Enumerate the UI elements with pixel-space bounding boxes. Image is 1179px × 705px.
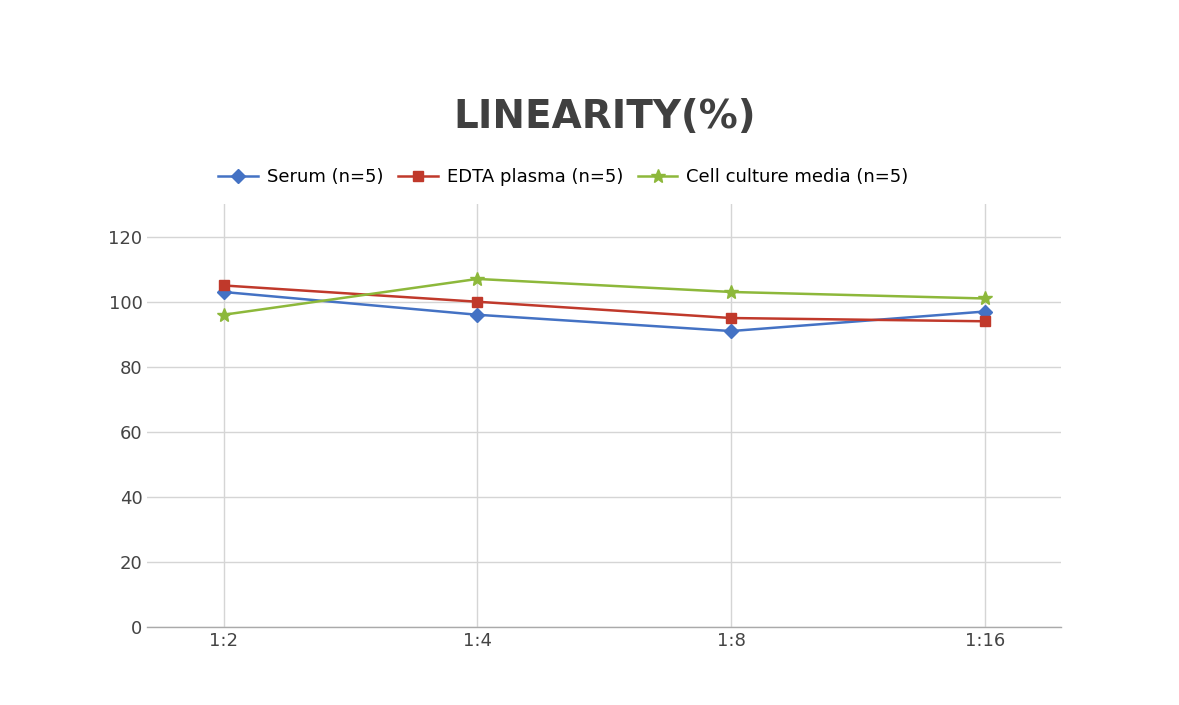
EDTA plasma (n=5) bbox=[217, 281, 231, 290]
Serum (n=5) bbox=[724, 327, 738, 336]
Cell culture media (n=5) bbox=[977, 294, 992, 302]
Cell culture media (n=5) bbox=[217, 310, 231, 319]
Serum (n=5) bbox=[977, 307, 992, 316]
Serum (n=5) bbox=[470, 310, 485, 319]
Line: EDTA plasma (n=5): EDTA plasma (n=5) bbox=[218, 281, 990, 326]
EDTA plasma (n=5) bbox=[977, 317, 992, 326]
Legend: Serum (n=5), EDTA plasma (n=5), Cell culture media (n=5): Serum (n=5), EDTA plasma (n=5), Cell cul… bbox=[211, 161, 916, 193]
Line: Serum (n=5): Serum (n=5) bbox=[218, 287, 990, 336]
Line: Cell culture media (n=5): Cell culture media (n=5) bbox=[217, 272, 992, 321]
Cell culture media (n=5) bbox=[470, 275, 485, 283]
Cell culture media (n=5) bbox=[724, 288, 738, 296]
EDTA plasma (n=5) bbox=[724, 314, 738, 322]
Serum (n=5) bbox=[217, 288, 231, 296]
EDTA plasma (n=5) bbox=[470, 298, 485, 306]
Text: LINEARITY(%): LINEARITY(%) bbox=[453, 98, 756, 136]
